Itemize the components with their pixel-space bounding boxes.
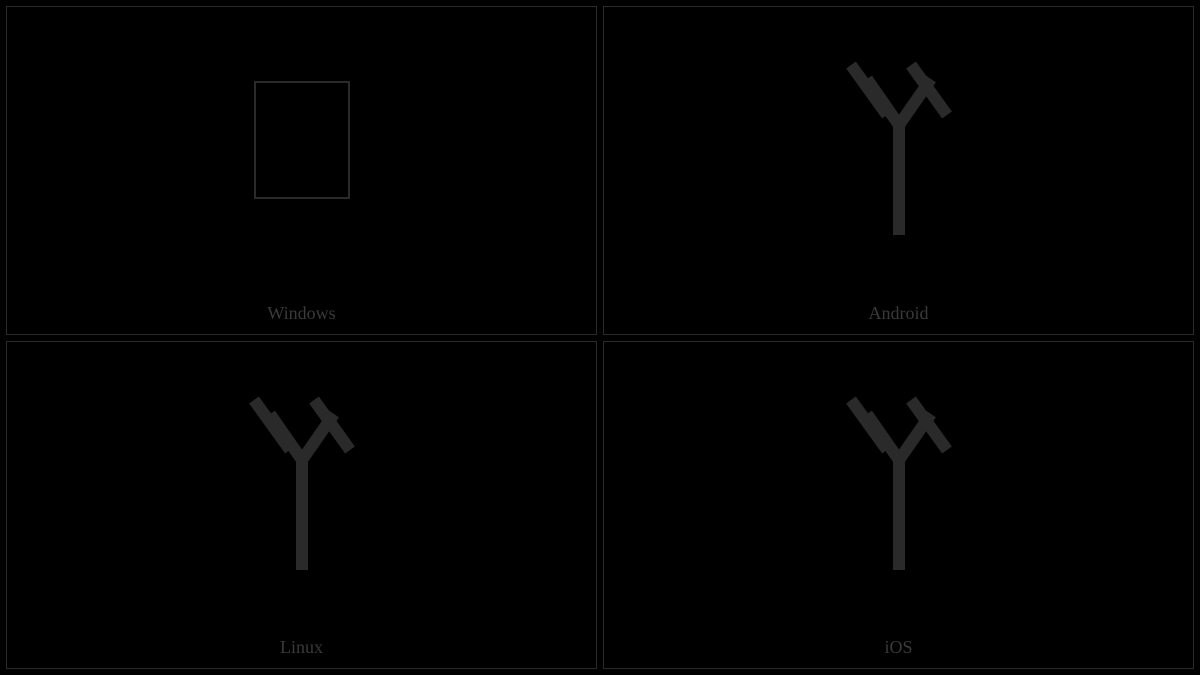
glyph-area-linux	[7, 342, 596, 629]
panel-label-ios: iOS	[604, 637, 1193, 658]
glyph-area-ios	[604, 342, 1193, 629]
glyph-icon	[809, 35, 989, 255]
glyph-area-windows	[7, 7, 596, 294]
glyph-icon	[212, 370, 392, 590]
panel-linux: Linux	[6, 341, 597, 670]
glyph-comparison-grid: Windows Android	[0, 0, 1200, 675]
panel-android: Android	[603, 6, 1194, 335]
panel-label-linux: Linux	[7, 637, 596, 658]
glyph-icon	[809, 370, 989, 590]
panel-label-android: Android	[604, 303, 1193, 324]
glyph-area-android	[604, 7, 1193, 294]
missing-glyph-box	[254, 81, 350, 199]
panel-windows: Windows	[6, 6, 597, 335]
panel-ios: iOS	[603, 341, 1194, 670]
panel-label-windows: Windows	[7, 303, 596, 324]
